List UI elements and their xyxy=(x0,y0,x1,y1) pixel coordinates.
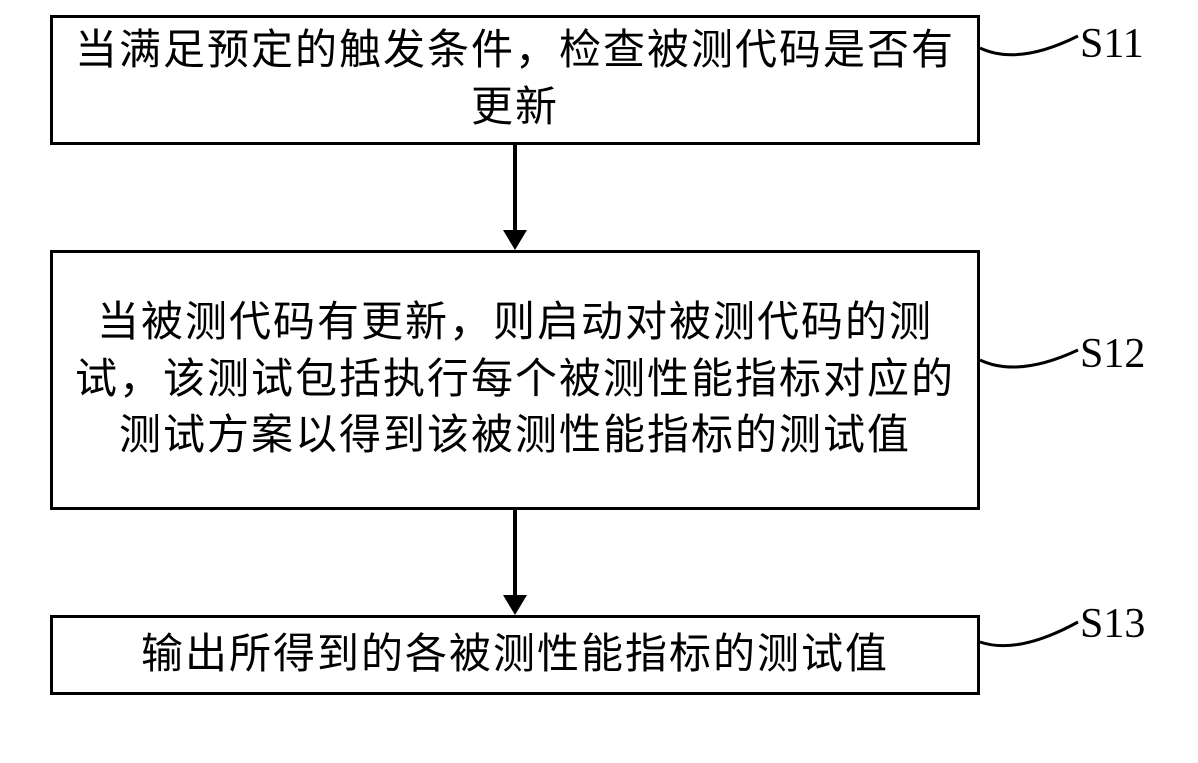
arrow-2-to-3-line xyxy=(513,510,517,597)
step-2-text: 当被测代码有更新，则启动对被测代码的测试，该测试包括执行每个被测性能指标对应的测… xyxy=(73,295,957,465)
step-3-label: S13 xyxy=(1080,600,1145,648)
flowchart-step-1: 当满足预定的触发条件，检查被测代码是否有更新 xyxy=(50,15,980,145)
step-3-text: 输出所得到的各被测性能指标的测试值 xyxy=(141,627,889,684)
flowchart-step-3: 输出所得到的各被测性能指标的测试值 xyxy=(50,615,980,695)
flowchart-step-2: 当被测代码有更新，则启动对被测代码的测试，该测试包括执行每个被测性能指标对应的测… xyxy=(50,250,980,510)
arrow-1-to-2-line xyxy=(513,145,517,232)
label-connector-2 xyxy=(978,330,1088,380)
label-connector-1 xyxy=(978,18,1088,68)
step-1-label: S11 xyxy=(1080,20,1144,68)
flowchart-container: 当满足预定的触发条件，检查被测代码是否有更新 S11 当被测代码有更新，则启动对… xyxy=(0,0,1198,763)
step-2-label: S12 xyxy=(1080,330,1145,378)
arrow-1-to-2-head xyxy=(503,230,527,250)
step-1-text: 当满足预定的触发条件，检查被测代码是否有更新 xyxy=(73,23,957,136)
label-connector-3 xyxy=(978,600,1088,655)
arrow-2-to-3-head xyxy=(503,595,527,615)
